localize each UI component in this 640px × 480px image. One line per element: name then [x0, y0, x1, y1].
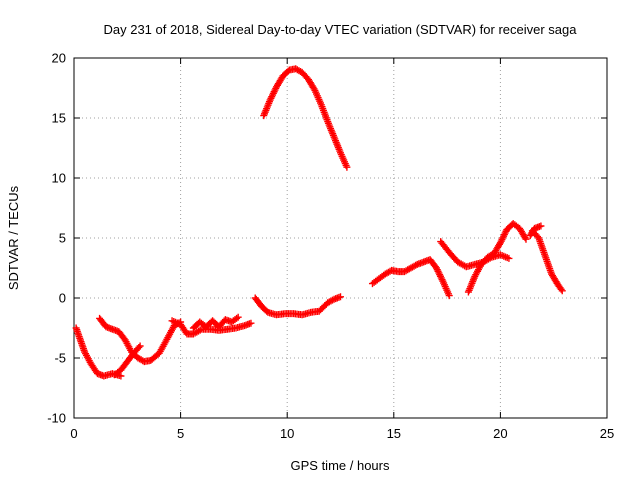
- data-point: [537, 222, 545, 230]
- data-point: [234, 313, 242, 321]
- data-point: [521, 234, 529, 242]
- data-point: [135, 343, 143, 351]
- series-arc6: [251, 293, 344, 319]
- data-point: [337, 293, 344, 301]
- x-tick-label: 20: [493, 426, 507, 441]
- data-point: [505, 254, 513, 262]
- data-point: [233, 314, 241, 322]
- x-tick-label: 0: [70, 426, 77, 441]
- series-arc11: [528, 227, 566, 295]
- x-tick-label: 5: [177, 426, 184, 441]
- y-tick-label: 20: [52, 51, 66, 66]
- x-axis-label: GPS time / hours: [291, 458, 390, 473]
- series-arc5: [189, 313, 242, 332]
- x-tick-label: 10: [280, 426, 294, 441]
- data-point: [343, 163, 351, 171]
- y-tick-label: -10: [47, 411, 66, 426]
- data-point: [117, 372, 125, 380]
- tick-labels: 0 5 10 15 20 25 -10 -5 0 5 10 15 20: [47, 51, 614, 442]
- data-point: [522, 235, 530, 243]
- y-tick-label: 5: [59, 231, 66, 246]
- series-arc3: [111, 342, 144, 379]
- data-point: [247, 319, 255, 327]
- series-arc7: [260, 65, 351, 171]
- x-tick-label: 25: [600, 426, 614, 441]
- series-arc1: [72, 324, 125, 380]
- data-point: [558, 287, 566, 295]
- y-tick-label: 0: [59, 291, 66, 306]
- data-point: [329, 296, 337, 304]
- series-arc10: [464, 220, 530, 296]
- series-arc12: [526, 222, 545, 240]
- y-tick-label: -5: [54, 351, 66, 366]
- series-arc4: [168, 317, 255, 338]
- series-arc8: [368, 256, 453, 300]
- chart-title: Day 231 of 2018, Sidereal Day-to-day VTE…: [103, 22, 577, 37]
- data-point: [557, 285, 565, 293]
- x-tick-label: 15: [387, 426, 401, 441]
- grid: [74, 58, 607, 418]
- ticks: [73, 57, 608, 419]
- series: [72, 65, 566, 380]
- data-point: [412, 261, 420, 269]
- y-axis-label: SDTVAR / TECUs: [6, 185, 21, 290]
- data-point: [136, 342, 144, 350]
- series-arc9: [437, 238, 513, 271]
- data-point: [445, 292, 453, 300]
- y-tick-label: 15: [52, 111, 66, 126]
- y-tick-label: 10: [52, 171, 66, 186]
